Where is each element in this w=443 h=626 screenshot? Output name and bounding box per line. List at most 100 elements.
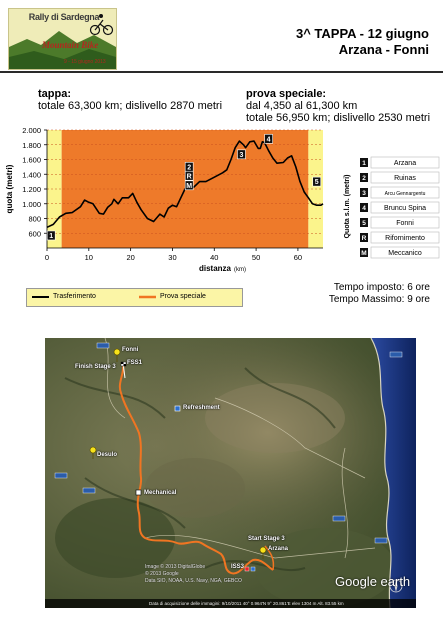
map-label-fss1: FSS1 bbox=[127, 360, 143, 366]
profile-marker-label: 5 bbox=[315, 179, 319, 186]
header-divider bbox=[0, 71, 443, 73]
arzana-pin bbox=[259, 546, 267, 559]
elevation-chart: 600 800 1.000 1.200 1.400 1.600 1.800 2.000 0 10 2… bbox=[5, 126, 440, 273]
copyright-data: Data SIO, NOAA, U.S. Navy, NGA, GEBCO bbox=[145, 578, 242, 584]
logo-artwork bbox=[9, 9, 116, 69]
map-status-bar: Data di acquisizione delle immagini: 9/1… bbox=[45, 599, 416, 608]
location-name-box bbox=[370, 231, 440, 244]
stage-title-block: 3^ TAPPA - 12 giugno Arzana - Fonni bbox=[296, 26, 429, 58]
profile-marker-label: 2 bbox=[187, 164, 191, 171]
start-flag-icon bbox=[244, 566, 256, 572]
location-name-box bbox=[370, 201, 440, 214]
fonni-pin bbox=[113, 348, 121, 362]
special-stage-total: totale 56,950 km; dislivello 2530 metri bbox=[246, 112, 431, 124]
x-axis-title: distanza bbox=[199, 264, 232, 273]
location-name-box bbox=[370, 186, 440, 199]
map-terrain bbox=[45, 338, 416, 608]
y-tick-label: 1.400 bbox=[22, 170, 41, 179]
map-label-fonni: Fonni bbox=[122, 347, 139, 353]
x-tick-label: 10 bbox=[85, 253, 93, 262]
y-tick-label: 800 bbox=[28, 215, 41, 224]
profile-marker-3 bbox=[237, 149, 246, 160]
x-tick-label: 50 bbox=[252, 253, 260, 262]
location-name: Bruncu Spina bbox=[384, 205, 426, 212]
route-satellite-map[interactable]: Fonni FSS1 Finish Stage 3 Refreshment De… bbox=[45, 338, 416, 608]
profile-marker-m bbox=[184, 180, 194, 191]
location-code: 1 bbox=[362, 160, 366, 167]
location-code: 2 bbox=[362, 175, 366, 182]
map-label-refreshment: Refreshment bbox=[183, 405, 220, 411]
map-label-finish: Finish Stage 3 bbox=[75, 364, 116, 370]
finish-flag-icon bbox=[120, 361, 127, 367]
map-copyright: Image © 2013 DigitalGlobe © 2013 Google … bbox=[145, 564, 242, 585]
map-status-text: Data di acquisizione delle immagini: 9/1… bbox=[149, 601, 344, 606]
location-code-box bbox=[360, 158, 368, 167]
imposed-time: Tempo imposto: 6 ore bbox=[333, 282, 430, 293]
location-legend-title: Quota s.l.m. (metri) bbox=[344, 175, 351, 239]
series-legend-swatches bbox=[32, 295, 156, 299]
x-tick-label: 20 bbox=[126, 253, 134, 262]
location-name: Ruinas bbox=[394, 175, 416, 182]
profile-marker-r bbox=[184, 170, 194, 181]
y-tick-label: 1.600 bbox=[22, 156, 41, 165]
location-name: Arzana bbox=[394, 160, 416, 167]
google-earth-logo: Google earth bbox=[335, 574, 411, 589]
y-tick-label: 2.000 bbox=[22, 126, 41, 135]
location-code: 3 bbox=[362, 190, 366, 197]
location-name-box bbox=[370, 246, 440, 259]
location-code-box bbox=[360, 233, 368, 242]
location-code: M bbox=[361, 250, 366, 257]
mechanical-pin bbox=[135, 489, 142, 496]
profile-marker-label: 4 bbox=[267, 136, 271, 143]
copyright-imagery: Image © 2013 DigitalGlobe bbox=[145, 564, 206, 570]
stage-route: Arzana - Fonni bbox=[338, 42, 429, 57]
map-label-iss3: ISS3 bbox=[231, 564, 245, 570]
map-label-arzana: Arzana bbox=[268, 546, 289, 552]
location-name: Rifornimento bbox=[385, 235, 425, 242]
map-label-start: Start Stage 3 bbox=[248, 536, 285, 542]
location-name-box bbox=[370, 171, 440, 184]
logo-subtitle: Mountain Bike bbox=[42, 40, 99, 50]
location-name: Arcu Gennargentu bbox=[385, 191, 426, 197]
series-legend: Trasferimento Prova speciale bbox=[26, 288, 243, 307]
profile-marker-1 bbox=[46, 230, 56, 241]
map-label-desulo: Desulo bbox=[97, 452, 118, 458]
legend-transfer-label: Trasferimento bbox=[53, 293, 96, 300]
special-stage-range: dal 4,350 al 61,300 km bbox=[246, 100, 358, 112]
location-code: R bbox=[362, 235, 367, 242]
map-label-mechanical: Mechanical bbox=[144, 490, 177, 496]
special-stage-label: prova speciale: bbox=[246, 88, 327, 100]
profile-marker-label: R bbox=[187, 173, 192, 180]
location-name: Fonni bbox=[396, 220, 414, 227]
y-tick-label: 1.200 bbox=[22, 185, 41, 194]
x-tick-label: 60 bbox=[294, 253, 302, 262]
refreshment-pin bbox=[174, 405, 181, 412]
desulo-pin bbox=[89, 446, 97, 459]
profile-marker-label: 3 bbox=[240, 152, 244, 159]
y-tick-label: 1.000 bbox=[22, 200, 41, 209]
location-code: 5 bbox=[362, 220, 366, 227]
profile-marker-label: M bbox=[186, 183, 192, 190]
rally-logo: Rally di Sardegna Mountain Bike 9 - 15 g… bbox=[8, 8, 117, 70]
y-tick-label: 1.800 bbox=[22, 141, 41, 150]
logo-date: 9 - 15 giugno 2013 bbox=[64, 59, 106, 65]
x-tick-label: 0 bbox=[45, 253, 49, 262]
x-axis-unit: (km) bbox=[234, 267, 246, 273]
location-code-box bbox=[360, 218, 368, 227]
location-code-box bbox=[360, 173, 368, 182]
location-code-box bbox=[360, 248, 368, 257]
logo-title: Rally di Sardegna bbox=[28, 12, 100, 22]
profile-marker-5 bbox=[312, 176, 322, 187]
x-tick-label: 30 bbox=[168, 253, 176, 262]
route-path bbox=[118, 362, 274, 575]
profile-marker-4 bbox=[264, 134, 273, 144]
stage-number-date: 3^ TAPPA - 12 giugno bbox=[295, 26, 429, 41]
legend-special-label: Prova speciale bbox=[160, 293, 206, 300]
copyright-google: © 2013 Google bbox=[145, 571, 179, 577]
max-time: Tempo Massimo: 9 ore bbox=[328, 294, 430, 305]
location-name-box bbox=[370, 216, 440, 229]
location-name-box bbox=[370, 156, 440, 169]
location-code-box bbox=[360, 188, 368, 197]
profile-marker-label: 1 bbox=[49, 233, 53, 240]
y-axis-title: quota (metri) bbox=[5, 164, 14, 213]
